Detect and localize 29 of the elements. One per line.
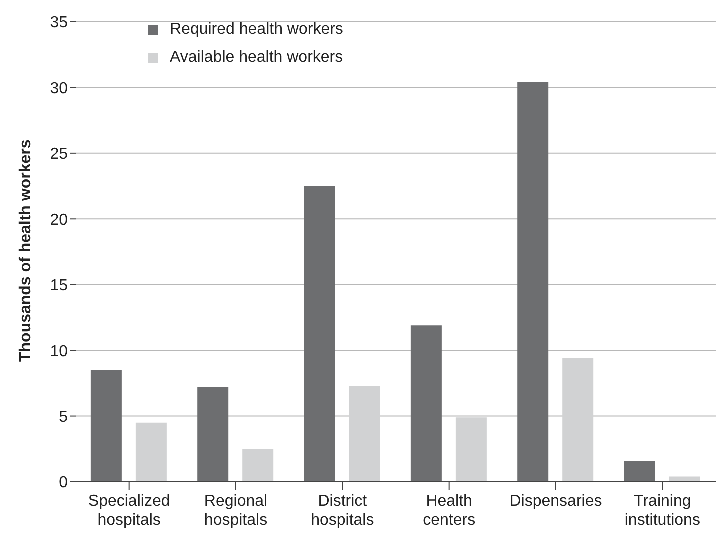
bar xyxy=(456,418,487,482)
bar xyxy=(242,449,274,482)
x-tick-label: Training institutions xyxy=(624,493,700,529)
y-tick-label: 10 xyxy=(50,343,68,360)
y-tick-label: 25 xyxy=(50,146,68,164)
y-tick-label: 5 xyxy=(59,408,68,426)
legend-label: Required health workers xyxy=(170,20,344,40)
x-tick-label: Specialized hospitals xyxy=(88,493,170,529)
bar xyxy=(669,476,700,482)
legend-label: Available health workers xyxy=(170,48,344,68)
x-tick-label: Regional hospitals xyxy=(204,493,268,529)
x-tick-label: Health centers xyxy=(423,493,476,529)
y-tick-label: 15 xyxy=(50,278,68,295)
bar xyxy=(90,370,122,482)
bar xyxy=(304,186,336,482)
bar xyxy=(349,386,380,482)
bar xyxy=(136,422,167,482)
bar xyxy=(198,387,229,482)
y-tick-label: 30 xyxy=(50,80,68,98)
bar xyxy=(562,358,594,482)
bar xyxy=(410,326,442,482)
bar xyxy=(624,460,656,482)
y-tick-label: 0 xyxy=(59,474,68,492)
bar xyxy=(518,82,549,482)
y-axis-title: Thousands of health workers xyxy=(18,140,35,362)
x-tick-label: District hospitals xyxy=(311,493,374,529)
y-tick-label: 35 xyxy=(50,14,68,32)
y-tick-label: 20 xyxy=(50,212,68,229)
x-tick-label: Dispensaries xyxy=(510,493,602,510)
